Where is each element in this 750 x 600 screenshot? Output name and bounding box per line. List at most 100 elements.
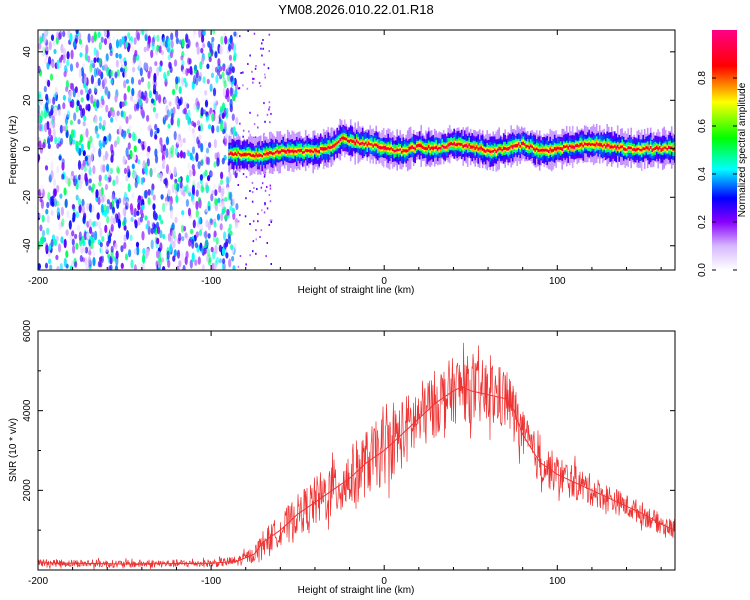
noise-blob (234, 88, 238, 98)
ridge-cell (345, 137, 347, 141)
noise-blob (133, 264, 137, 270)
ridge-cell (288, 149, 290, 153)
noise-blob (213, 161, 217, 168)
noise-blob (48, 245, 52, 251)
ridge-cell (441, 144, 443, 148)
noise-speck (253, 77, 255, 80)
ridge-cell (616, 145, 619, 148)
noise-blob (232, 265, 236, 270)
ridge-cell (402, 148, 404, 153)
ridge-cell (394, 149, 397, 152)
noise-blob (231, 255, 235, 262)
noise-blob (216, 157, 220, 168)
ridge-cell (450, 141, 452, 145)
noise-speck (255, 252, 257, 255)
ridge-cell (603, 143, 605, 146)
noise-blob (110, 106, 114, 113)
ridge-cell (606, 143, 608, 147)
ridge-cell (661, 147, 664, 151)
noise-speck (261, 54, 263, 57)
ridge-cell (399, 148, 401, 151)
noise-speck (252, 81, 254, 84)
ridge-cell (259, 153, 262, 157)
noise-blob (182, 69, 186, 75)
noise-blob (191, 146, 196, 155)
noise-blob (86, 165, 90, 171)
noise-blob (186, 174, 190, 184)
noise-blob (102, 155, 106, 162)
noise-blob (69, 32, 73, 43)
ridge-cell (535, 147, 538, 151)
noise-speck (240, 72, 242, 74)
noise-blob (213, 97, 217, 104)
noise-blob (141, 109, 146, 118)
noise-speck (266, 207, 269, 210)
noise-speck (267, 67, 270, 70)
noise-blob (180, 224, 185, 233)
noise-speck (268, 50, 270, 53)
noise-blob (166, 250, 170, 260)
ridge-cell (607, 144, 610, 147)
noise-blob (136, 54, 140, 61)
noise-blob (85, 128, 89, 138)
ridge-cell (598, 142, 601, 147)
colorbar-tick-label: 0.2 (697, 215, 708, 229)
noise-speck (249, 111, 251, 114)
ridge-cell (624, 147, 626, 152)
ridge-cell (585, 143, 587, 146)
spectrogram-marks (38, 30, 675, 270)
noise-blob (44, 262, 49, 269)
ridge-cell (576, 143, 578, 148)
noise-blob (71, 230, 75, 237)
noise-blob (147, 80, 151, 90)
noise-blob (79, 255, 83, 262)
noise-blob (59, 263, 63, 270)
noise-blob (66, 110, 71, 118)
noise-blob (189, 259, 193, 269)
ridge-cell (264, 153, 266, 156)
noise-blob (143, 190, 147, 199)
noise-speck (247, 63, 249, 65)
noise-blob (123, 80, 127, 89)
noise-blob (88, 250, 92, 256)
spectrogram-ytick-label: 20 (22, 94, 33, 106)
noise-blob (222, 263, 226, 270)
ridge-cell (579, 143, 581, 147)
noise-blob (106, 240, 110, 247)
noise-speck (242, 71, 244, 74)
noise-speck (253, 123, 256, 126)
noise-blob (207, 221, 211, 231)
noise-blob (126, 128, 130, 135)
ridge-cell (508, 146, 511, 150)
noise-blob (80, 89, 84, 96)
noise-blob (147, 189, 151, 196)
ridge-cell (378, 146, 380, 149)
ridge-cell (379, 146, 382, 150)
noise-blob (215, 114, 219, 125)
ridge-cell (556, 146, 559, 150)
noise-blob (60, 206, 64, 216)
ridge-cell (375, 143, 377, 147)
noise-blob (231, 207, 235, 215)
ridge-cell (268, 150, 271, 154)
noise-blob (92, 250, 96, 258)
noise-blob (84, 84, 88, 94)
ridge-cell (565, 144, 568, 148)
ridge-cell (250, 154, 253, 157)
noise-blob (222, 64, 226, 72)
noise-blob (99, 242, 103, 248)
noise-blob (182, 137, 186, 144)
noise-blob (122, 111, 126, 119)
noise-blob (62, 30, 66, 38)
ridge-cell (337, 140, 340, 144)
noise-blob (78, 231, 82, 241)
noise-blob (49, 73, 54, 81)
noise-blob (137, 202, 141, 211)
ridge-cell (625, 148, 628, 151)
noise-blob (38, 117, 41, 125)
ridge-cell (609, 145, 611, 149)
ridge-cell (310, 149, 313, 153)
noise-blob (226, 186, 230, 193)
ridge-cell (229, 151, 232, 155)
noise-blob (218, 185, 222, 193)
